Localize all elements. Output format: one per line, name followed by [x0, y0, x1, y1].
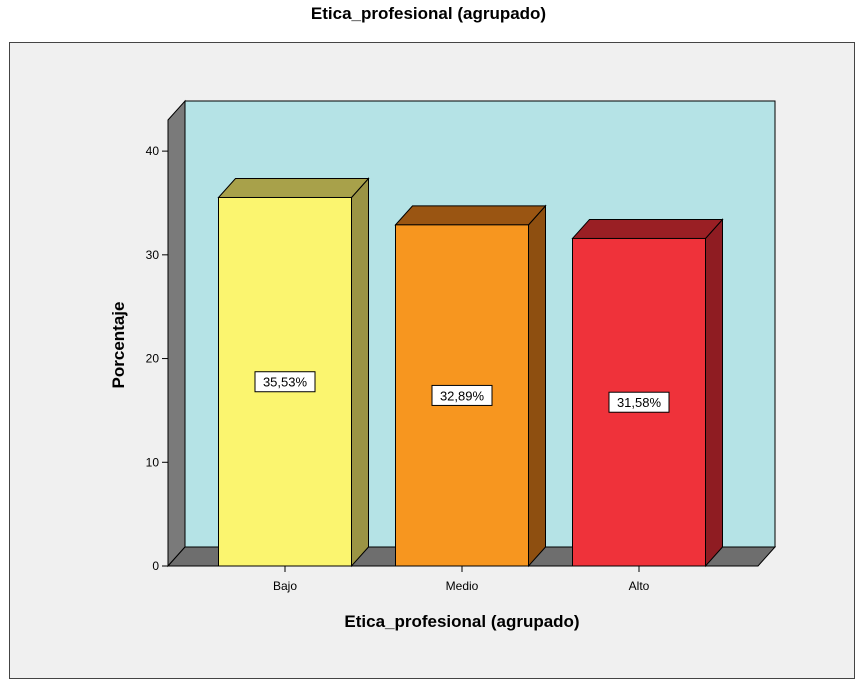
data-label-box-alto: [608, 391, 670, 413]
x-tick-label-alto: Alto: [629, 579, 650, 593]
y-tick-label-10: 10: [146, 455, 160, 469]
x-tick-label-bajo: Bajo: [273, 579, 297, 593]
chart-title: Etica_profesional (agrupado): [310, 4, 547, 23]
side-wall: [167, 99, 186, 568]
bar-top-medio: [394, 205, 547, 226]
bar-top-bajo: [217, 177, 370, 198]
data-label-box-medio: [431, 384, 493, 406]
data-label-bajo: 35,53%: [263, 375, 308, 390]
x-tick-label-medio: Medio: [446, 579, 479, 593]
data-label-box-bajo: [254, 371, 316, 393]
bar-top-alto: [571, 218, 724, 239]
y-axis-label: Porcentaje: [109, 302, 128, 389]
y-tick-label-30: 30: [146, 248, 160, 262]
y-tick-label-20: 20: [146, 352, 160, 366]
bar-bajo: [217, 177, 370, 568]
data-label-medio: 32,89%: [440, 388, 485, 403]
x-axis-label: Etica_profesional (agrupado): [344, 612, 579, 631]
bar-side-medio: [528, 204, 546, 568]
y-tick-label-40: 40: [146, 144, 160, 158]
data-label-alto: 31,58%: [617, 395, 662, 410]
bar-side-bajo: [351, 177, 369, 568]
y-tick-label-0: 0: [152, 559, 159, 573]
bar-side-alto: [705, 218, 723, 568]
